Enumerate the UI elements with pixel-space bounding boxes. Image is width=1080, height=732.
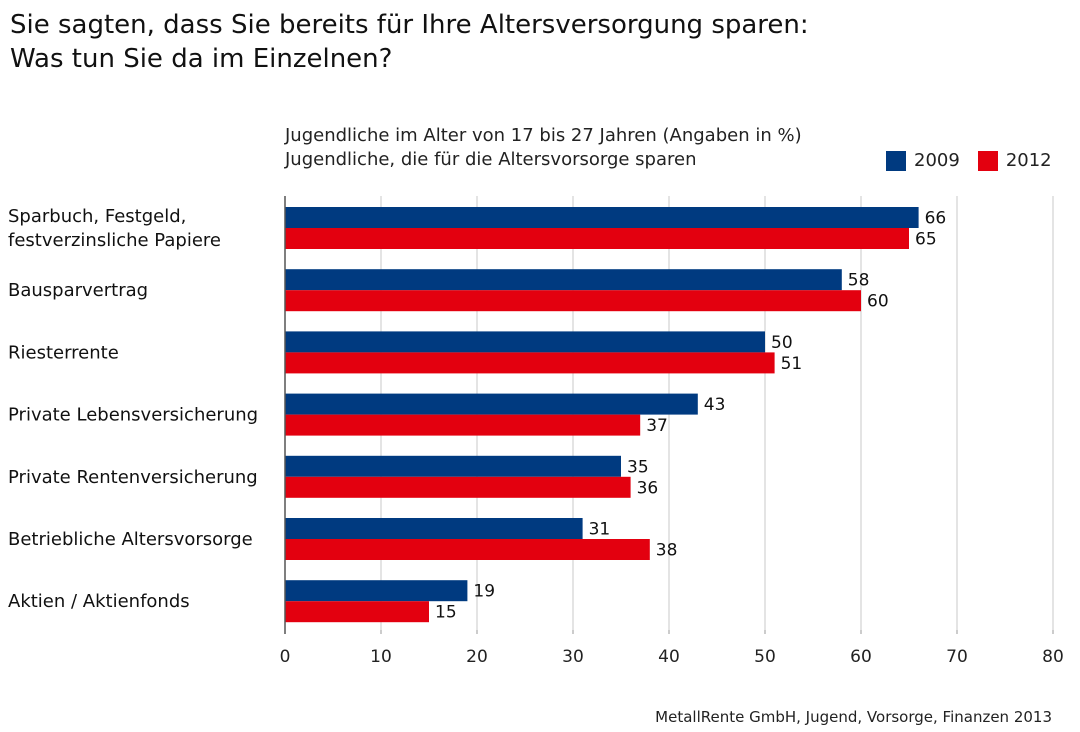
bar-2009-0: [285, 207, 919, 228]
chart-subtitle: Jugendliche im Alter von 17 bis 27 Jahre…: [285, 124, 802, 172]
bar-2012-1: [285, 290, 861, 312]
x-tick-label-0: 0: [280, 647, 291, 667]
bar-2009-5: [285, 518, 583, 539]
bar-2009-4: [285, 455, 621, 477]
legend-item-2009: 2009: [886, 150, 960, 171]
chart-subtitle-line-2: Jugendliche, die für die Altersvorsorge …: [285, 149, 697, 170]
data-label-2009-1: 58: [848, 271, 870, 291]
x-tick-label-30: 30: [562, 647, 584, 667]
chart-legend: 2009 2012: [886, 150, 1052, 171]
category-label-0-line-2: festverzinsliche Papiere: [8, 230, 221, 251]
bar-2009-6: [285, 580, 468, 602]
chart-title: Sie sagten, dass Sie bereits für Ihre Al…: [10, 8, 1070, 76]
data-label-2009-0: 66: [925, 209, 947, 229]
x-tick-label-40: 40: [658, 647, 680, 667]
bar-2012-5: [285, 539, 650, 560]
x-tick-label-20: 20: [466, 647, 488, 667]
category-label-6: Aktien / Aktienfonds: [8, 591, 190, 612]
bar-2012-4: [285, 476, 631, 498]
data-label-2012-6: 15: [435, 603, 457, 623]
bar-2009-2: [285, 331, 765, 353]
data-label-2012-4: 36: [637, 478, 659, 498]
bar-2012-2: [285, 352, 775, 374]
category-label-1: Bausparvertrag: [8, 280, 148, 301]
bar-2009-1: [285, 269, 842, 291]
chart-subtitle-line-1: Jugendliche im Alter von 17 bis 27 Jahre…: [285, 125, 802, 146]
bar-2012-3: [285, 414, 641, 436]
category-label-0-line-1: Sparbuch, Festgeld,: [8, 206, 186, 227]
data-label-2009-4: 35: [627, 457, 649, 477]
category-label-4: Private Rentenversicherung: [8, 467, 258, 488]
bar-2012-0: [285, 228, 909, 249]
legend-swatch-2009: [886, 150, 906, 171]
legend-label-2012: 2012: [1005, 150, 1052, 171]
data-label-2012-1: 60: [867, 292, 889, 312]
chart-title-line-2: Was tun Sie da im Einzelnen?: [10, 44, 393, 74]
x-tick-label-60: 60: [850, 647, 872, 667]
legend-item-2012: 2012: [977, 150, 1052, 171]
data-label-2009-2: 50: [771, 333, 793, 353]
chart-title-line-1: Sie sagten, dass Sie bereits für Ihre Al…: [10, 10, 809, 40]
data-label-2012-2: 51: [781, 354, 803, 374]
category-label-5: Betriebliche Altersvorsorge: [8, 529, 253, 550]
category-label-3: Private Lebensversicherung: [8, 405, 258, 426]
x-tick-label-50: 50: [754, 647, 776, 667]
bar-2009-3: [285, 393, 698, 415]
data-label-2012-5: 38: [656, 541, 678, 561]
data-label-2009-3: 43: [704, 395, 726, 415]
x-tick-label-80: 80: [1042, 647, 1064, 667]
data-label-2012-3: 37: [646, 416, 668, 436]
source-note: MetallRente GmbH, Jugend, Vorsorge, Fina…: [655, 708, 1052, 726]
bar-2012-6: [285, 601, 429, 623]
category-label-2: Riesterrente: [8, 342, 119, 363]
data-label-2009-6: 19: [473, 582, 495, 602]
x-tick-label-10: 10: [370, 647, 392, 667]
legend-swatch-2012: [977, 150, 998, 171]
data-label-2012-0: 65: [915, 230, 937, 250]
data-label-2009-5: 31: [589, 520, 611, 540]
legend-label-2009: 2009: [914, 150, 960, 171]
x-tick-label-70: 70: [946, 647, 968, 667]
